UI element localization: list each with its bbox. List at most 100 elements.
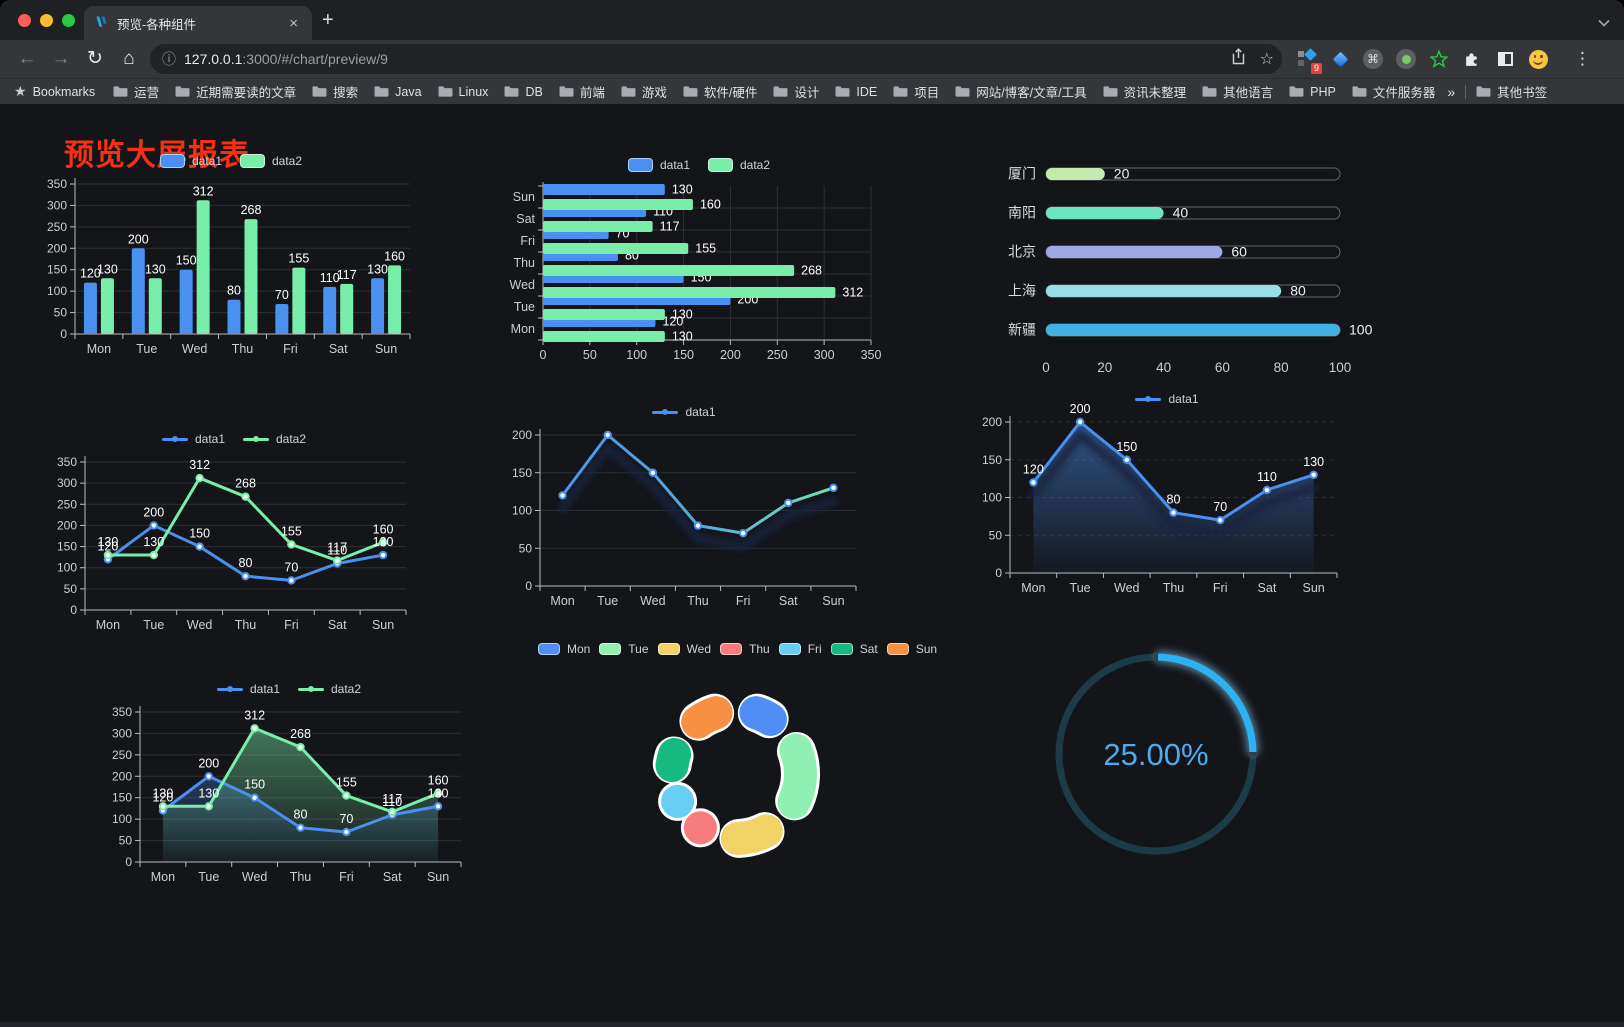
- svg-text:250: 250: [57, 497, 77, 511]
- svg-text:Thu: Thu: [1163, 581, 1185, 595]
- bookmark-folder[interactable]: IDE: [835, 85, 877, 99]
- bookmark-folder[interactable]: 文件服务器: [1352, 82, 1435, 101]
- svg-text:新疆: 新疆: [1008, 322, 1036, 338]
- bookmark-folder[interactable]: 搜索: [312, 82, 358, 101]
- svg-text:100: 100: [1329, 360, 1352, 375]
- svg-text:100: 100: [112, 812, 132, 826]
- close-window-button[interactable]: [18, 14, 31, 27]
- bookmark-folder[interactable]: DB: [504, 85, 543, 99]
- bookmark-folder[interactable]: 资讯未整理: [1103, 82, 1186, 101]
- tab-close-icon[interactable]: ×: [289, 14, 298, 32]
- svg-text:70: 70: [284, 560, 298, 574]
- bookmark-folder[interactable]: 项目: [893, 82, 939, 101]
- site-favicon: [94, 14, 109, 32]
- svg-text:40: 40: [1156, 360, 1171, 375]
- bookmark-folder[interactable]: 近期需要读的文章: [175, 82, 296, 101]
- extension-star-icon[interactable]: [1428, 48, 1450, 70]
- svg-text:Mon: Mon: [96, 618, 120, 632]
- back-button[interactable]: ←: [17, 48, 37, 69]
- minimize-window-button[interactable]: [40, 14, 53, 27]
- extension-grid-icon[interactable]: 9: [1296, 48, 1322, 74]
- bookmark-folder[interactable]: PHP: [1289, 85, 1336, 99]
- area-line-chart: data1 0 50 100 150 200 Mon Tue Wed Thu Fri Sat Sun 1…: [982, 386, 1351, 600]
- svg-text:300: 300: [112, 726, 132, 740]
- legend-item[interactable]: data2: [298, 682, 361, 696]
- legend-item[interactable]: data2: [240, 154, 302, 168]
- svg-text:Sun: Sun: [822, 594, 844, 608]
- url-text: 127.0.0.1:3000/#/chart/preview/9: [184, 51, 388, 67]
- extension-emoji-icon[interactable]: [1527, 48, 1549, 70]
- legend-item[interactable]: data1: [627, 158, 690, 172]
- legend-item[interactable]: data2: [243, 432, 306, 446]
- svg-text:0: 0: [1042, 360, 1050, 375]
- legend-item[interactable]: data1: [1135, 392, 1199, 406]
- dual-line-chart: data1 data2 0 50 100 150 200 250 300 350 Mon Tue We…: [48, 426, 420, 640]
- browser-menu-button[interactable]: ⋮: [1574, 49, 1591, 68]
- bar-chart: data1 data2 0 50 100 150 200 250 300 350 Mon Tue We…: [42, 148, 420, 360]
- other-bookmarks-folder[interactable]: 其他书签: [1476, 82, 1547, 101]
- svg-text:0: 0: [540, 348, 547, 362]
- bookmark-folder[interactable]: 软件/硬件: [683, 82, 757, 101]
- legend-item[interactable]: Mon: [537, 642, 590, 656]
- forward-button[interactable]: →: [51, 48, 71, 69]
- bookmark-folder[interactable]: 设计: [773, 82, 819, 101]
- chart-legend: data1 data2: [103, 678, 475, 700]
- gradient-line-chart-canvas: 0 50 100 150 200 Mon Tue Wed Thu Fri Sat Sun: [512, 428, 857, 608]
- share-icon[interactable]: [1231, 48, 1246, 70]
- dual-area-chart: data1 data2 0 50 100 150 200 250 300 350 Mon Tue We…: [103, 676, 475, 892]
- area-line-chart-canvas: 0 50 100 150 200 Mon Tue Wed Thu Fri Sat Sun 120 200 1…: [982, 402, 1338, 595]
- tab-strip: 预览-各种组件 × +: [0, 0, 1624, 40]
- new-tab-button[interactable]: +: [322, 9, 334, 31]
- legend-item[interactable]: Wed: [657, 642, 711, 656]
- svg-text:268: 268: [801, 264, 822, 278]
- svg-text:130: 130: [367, 262, 388, 276]
- legend-item[interactable]: data1: [159, 154, 222, 168]
- bookmark-folder[interactable]: 运营: [113, 82, 159, 101]
- bookmark-folder[interactable]: 其他语言: [1202, 82, 1273, 101]
- extensions-puzzle-icon[interactable]: [1461, 48, 1483, 70]
- reload-button[interactable]: ↻: [87, 48, 103, 69]
- extension-gem-icon[interactable]: [1329, 48, 1351, 70]
- legend-item[interactable]: data1: [652, 405, 716, 419]
- bookmark-folder[interactable]: 前端: [559, 82, 605, 101]
- svg-text:110: 110: [1257, 470, 1277, 484]
- svg-text:110: 110: [382, 795, 402, 809]
- bar-chart-canvas: 0 50 100 150 200 250 300 350 Mon Tue Wed Thu Fri Sat S…: [47, 177, 411, 356]
- legend-item[interactable]: Sun: [886, 642, 937, 656]
- legend-item[interactable]: Fri: [778, 642, 822, 656]
- legend-item[interactable]: data1: [161, 432, 225, 446]
- bookmark-star-icon[interactable]: ☆: [1259, 51, 1274, 68]
- bookmarks-root[interactable]: ★ Bookmarks: [14, 83, 96, 99]
- legend-item[interactable]: Tue: [599, 642, 649, 656]
- bookmark-folder[interactable]: Linux: [438, 85, 488, 99]
- bookmark-folder[interactable]: 游戏: [621, 82, 667, 101]
- extension-command-icon[interactable]: ⌘: [1362, 48, 1384, 70]
- legend-item[interactable]: Thu: [720, 642, 770, 656]
- home-button[interactable]: ⌂: [123, 48, 135, 69]
- svg-text:100: 100: [57, 561, 77, 575]
- svg-text:Thu: Thu: [232, 342, 254, 356]
- bookmark-folder[interactable]: 网站/博客/文章/工具: [955, 82, 1087, 101]
- svg-text:150: 150: [189, 527, 210, 541]
- bookmarks-overflow-button[interactable]: »: [1447, 83, 1456, 100]
- legend-item[interactable]: data2: [708, 158, 770, 172]
- maximize-window-button[interactable]: [62, 14, 75, 27]
- extensions-area: 9 ⌘ ⋮: [1296, 48, 1595, 74]
- extension-contrast-icon[interactable]: [1494, 48, 1516, 70]
- bookmark-folder[interactable]: Java: [374, 85, 422, 99]
- legend-item[interactable]: Sat: [830, 642, 878, 656]
- extension-recorder-icon[interactable]: [1395, 48, 1417, 70]
- site-info-icon[interactable]: ⓘ: [162, 51, 176, 67]
- svg-text:0: 0: [525, 579, 532, 593]
- chart-legend: data1 data2: [505, 154, 893, 176]
- bookmarks-divider: [1465, 84, 1467, 99]
- browser-tab[interactable]: 预览-各种组件 ×: [84, 6, 312, 40]
- svg-text:Thu: Thu: [235, 618, 257, 632]
- legend-item[interactable]: data1: [216, 682, 280, 696]
- svg-text:130: 130: [672, 308, 693, 322]
- tab-search-chevron-icon[interactable]: [1598, 14, 1610, 32]
- address-bar[interactable]: ⓘ 127.0.0.1:3000/#/chart/preview/9 ☆: [150, 44, 1282, 74]
- svg-text:250: 250: [767, 348, 788, 362]
- svg-text:120: 120: [80, 267, 101, 281]
